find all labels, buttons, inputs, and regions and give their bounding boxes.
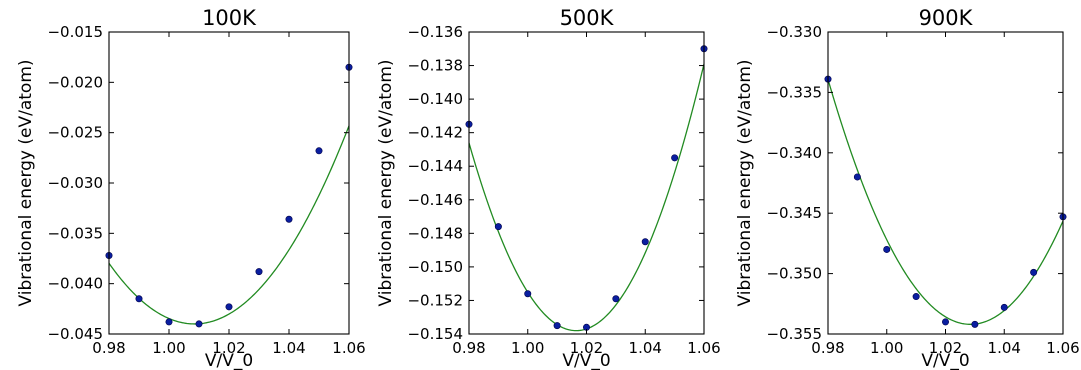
y-tick-label: −0.030 <box>47 174 103 192</box>
x-axis-label: V/V_0 <box>205 351 253 370</box>
fit-curve <box>109 125 349 325</box>
data-point <box>285 215 293 223</box>
x-tick-label: 0.98 <box>452 339 485 357</box>
x-axis-label: V/V_0 <box>562 351 610 370</box>
x-tick-label: 1.02 <box>212 339 245 357</box>
x-tick-label: 1.06 <box>1046 339 1079 357</box>
data-point <box>671 154 679 162</box>
y-tick-label: −0.350 <box>766 265 822 283</box>
axes-frame <box>468 31 705 335</box>
x-tick-label: 1.06 <box>332 339 365 357</box>
y-tick-label: −0.148 <box>407 224 463 242</box>
y-tick-label: −0.340 <box>766 144 822 162</box>
fit-curve <box>828 79 1063 325</box>
x-tick-label: 1.00 <box>152 339 185 357</box>
chart-panel-3: 0.98 1.00 1.02 1.04 1.06 −0.355 −0.350 −0.345 −0… <box>735 6 1080 370</box>
y-tick-label: −0.154 <box>407 325 463 343</box>
y-tick-label: −0.140 <box>407 90 463 108</box>
y-tick-label: −0.144 <box>407 157 463 175</box>
x-tick-label: 1.04 <box>272 339 305 357</box>
y-tick-label: −0.040 <box>47 275 103 293</box>
y-tick-label: −0.035 <box>47 224 103 242</box>
y-tick-label: −0.136 <box>407 23 463 41</box>
y-tick-label: −0.345 <box>766 204 822 222</box>
x-tick-label: 1.00 <box>870 339 903 357</box>
chart-title: 500K <box>560 6 615 30</box>
data-point <box>494 223 502 231</box>
y-tick-label: −0.150 <box>407 258 463 276</box>
data-point <box>853 173 861 181</box>
axes-frame <box>827 31 1064 335</box>
y-tick-label: −0.330 <box>766 23 822 41</box>
x-tick-label: 1.02 <box>929 339 962 357</box>
axes-frame <box>108 31 350 335</box>
data-point <box>135 295 143 303</box>
data-point <box>255 268 263 276</box>
x-tick-label: 0.98 <box>811 339 844 357</box>
x-tick-label: 1.02 <box>570 339 603 357</box>
data-point <box>553 322 561 330</box>
data-point <box>912 293 920 301</box>
fit-curve <box>469 63 704 332</box>
y-tick-label: −0.142 <box>407 124 463 142</box>
data-point <box>941 318 949 326</box>
data-point <box>225 303 233 311</box>
chart-title: 100K <box>202 6 257 30</box>
data-point <box>641 238 649 246</box>
y-axis-label: Vibrational energy (eV/atom) <box>376 59 396 306</box>
data-point <box>612 295 620 303</box>
y-tick-label: −0.025 <box>47 124 103 142</box>
x-tick-label: 0.98 <box>92 339 125 357</box>
x-tick-label: 1.06 <box>687 339 720 357</box>
x-tick-label: 1.04 <box>629 339 662 357</box>
x-axis-label: V/V_0 <box>921 351 969 370</box>
y-tick-label: −0.152 <box>407 291 463 309</box>
data-point <box>971 320 979 328</box>
y-tick-label: −0.020 <box>47 73 103 91</box>
y-axis-label: Vibrational energy (eV/atom) <box>16 59 36 306</box>
data-point <box>315 147 323 155</box>
chart-panel-2: 0.98 1.00 1.02 1.04 1.06 −0.154 −0.152 −0.150 −0… <box>376 6 721 370</box>
y-tick-label: −0.335 <box>766 83 822 101</box>
y-axis-label: Vibrational energy (eV/atom) <box>735 59 755 306</box>
y-tick-label: −0.015 <box>47 23 103 41</box>
data-point <box>524 290 532 298</box>
y-tick-label: −0.045 <box>47 325 103 343</box>
y-tick-label: −0.355 <box>766 325 822 343</box>
x-tick-label: 1.00 <box>511 339 544 357</box>
data-point <box>165 318 173 326</box>
data-point <box>1030 268 1038 276</box>
data-point <box>883 245 891 253</box>
y-tick-label: −0.146 <box>407 191 463 209</box>
data-point <box>195 320 203 328</box>
y-tick-label: −0.138 <box>407 57 463 75</box>
x-tick-label: 1.04 <box>988 339 1021 357</box>
chart-panel-1: 0.98 1.00 1.02 1.04 1.06 −0.045 −0.040 −0.035 −0… <box>16 6 366 370</box>
chart-title: 900K <box>919 6 974 30</box>
data-point <box>1000 303 1008 311</box>
